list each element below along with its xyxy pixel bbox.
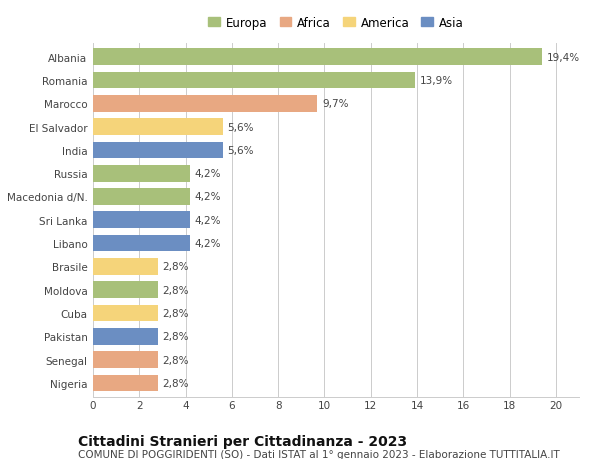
Bar xyxy=(93,73,415,89)
Text: 13,9%: 13,9% xyxy=(419,76,452,86)
Bar xyxy=(93,189,190,206)
Text: 2,8%: 2,8% xyxy=(163,331,189,341)
Text: 19,4%: 19,4% xyxy=(547,53,580,62)
Bar xyxy=(93,212,190,229)
Text: 5,6%: 5,6% xyxy=(227,146,254,156)
Text: 2,8%: 2,8% xyxy=(163,285,189,295)
Bar xyxy=(93,165,190,182)
Text: 4,2%: 4,2% xyxy=(195,239,221,249)
Text: 2,8%: 2,8% xyxy=(163,308,189,319)
Bar xyxy=(93,352,158,368)
Text: 2,8%: 2,8% xyxy=(163,378,189,388)
Text: 2,8%: 2,8% xyxy=(163,355,189,365)
Bar xyxy=(93,258,158,275)
Text: 4,2%: 4,2% xyxy=(195,192,221,202)
Bar xyxy=(93,282,158,298)
Text: 2,8%: 2,8% xyxy=(163,262,189,272)
Bar xyxy=(93,305,158,322)
Text: Cittadini Stranieri per Cittadinanza - 2023: Cittadini Stranieri per Cittadinanza - 2… xyxy=(78,434,407,448)
Text: 4,2%: 4,2% xyxy=(195,169,221,179)
Bar xyxy=(93,95,317,112)
Text: COMUNE DI POGGIRIDENTI (SO) - Dati ISTAT al 1° gennaio 2023 - Elaborazione TUTTI: COMUNE DI POGGIRIDENTI (SO) - Dati ISTAT… xyxy=(78,449,560,459)
Bar xyxy=(93,119,223,136)
Text: 9,7%: 9,7% xyxy=(322,99,349,109)
Text: 5,6%: 5,6% xyxy=(227,122,254,132)
Legend: Europa, Africa, America, Asia: Europa, Africa, America, Asia xyxy=(204,12,468,34)
Bar xyxy=(93,49,542,66)
Bar xyxy=(93,142,223,159)
Text: 4,2%: 4,2% xyxy=(195,215,221,225)
Bar xyxy=(93,235,190,252)
Bar xyxy=(93,375,158,392)
Bar xyxy=(93,328,158,345)
